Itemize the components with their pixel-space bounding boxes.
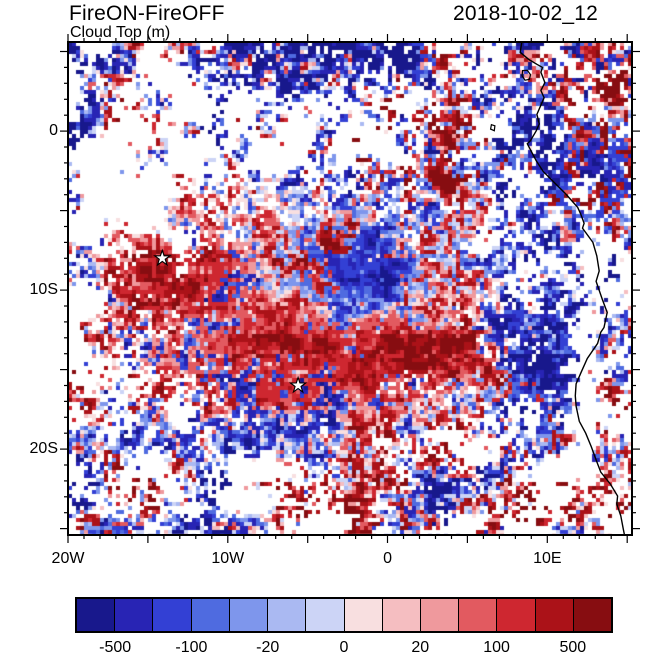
- colorbar-tick-label: -20: [256, 639, 280, 656]
- x-tick-label: 20W: [51, 550, 85, 567]
- star-marker: [288, 375, 308, 394]
- island-outline: [489, 123, 496, 132]
- colorbar-tick-label: 20: [411, 639, 430, 656]
- y-tick-label: 20S: [29, 440, 58, 458]
- colorbar-box: [267, 599, 306, 631]
- colorbar-tick-label: -100: [175, 639, 208, 656]
- colorbar-box: [458, 599, 497, 631]
- plot-timestamp: 2018-10-02_12: [452, 2, 598, 25]
- colorbar-box: [572, 599, 612, 631]
- colorbar-box: [419, 599, 459, 631]
- plot-border: [67, 41, 633, 536]
- colorbar-box: [534, 599, 573, 631]
- map-field-canvas: [68, 42, 632, 535]
- colorbar-box: [343, 599, 382, 631]
- colorbar-box: [152, 599, 191, 631]
- coastline: [519, 42, 626, 535]
- x-tick-label: 10E: [533, 550, 562, 567]
- colorbar-box: [305, 599, 344, 631]
- colorbar-box: [496, 599, 535, 631]
- island-outline: [521, 69, 532, 81]
- colorbar: [75, 597, 613, 633]
- star-marker: [153, 248, 172, 267]
- colorbar-tick-label: 500: [559, 639, 587, 656]
- colorbar-box: [190, 599, 229, 631]
- colorbar-tick-label: -500: [99, 639, 132, 656]
- y-tick-label: 0: [49, 122, 58, 140]
- colorbar-box: [228, 599, 268, 631]
- x-tick-label: 10W: [211, 550, 245, 567]
- colorbar-box: [114, 599, 153, 631]
- x-tick-label: 0: [383, 550, 392, 567]
- colorbar-tick-label: 0: [339, 639, 349, 656]
- plot-title: FireON-FireOFF: [69, 2, 225, 25]
- plot-subtitle: Cloud Top (m): [70, 24, 171, 41]
- colorbar-box: [381, 599, 420, 631]
- colorbar-tick-label: 100: [483, 639, 510, 656]
- y-tick-label: 10S: [29, 281, 58, 299]
- map-overlay: [60, 34, 640, 543]
- colorbar-box: [77, 599, 115, 631]
- tick-marks: [60, 34, 640, 543]
